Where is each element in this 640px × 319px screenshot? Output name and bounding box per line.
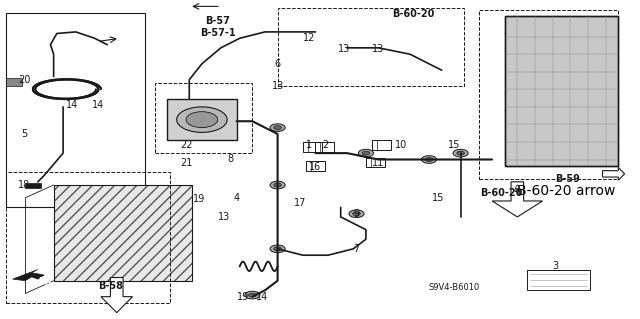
Text: 14: 14 (92, 100, 104, 110)
Text: FR.: FR. (38, 277, 56, 287)
Circle shape (270, 124, 285, 131)
Bar (155, 83, 252, 153)
Bar (372, 140, 391, 150)
Text: B-60-20: B-60-20 (481, 188, 523, 198)
Text: 7: 7 (353, 244, 360, 254)
Circle shape (186, 112, 218, 128)
Circle shape (422, 156, 436, 163)
Circle shape (248, 293, 256, 297)
Text: 4: 4 (234, 193, 239, 203)
Polygon shape (492, 182, 543, 217)
Bar (54, 185, 193, 281)
Text: 13: 13 (338, 44, 350, 55)
Bar (505, 16, 618, 166)
Text: B-60-20: B-60-20 (392, 9, 435, 19)
Circle shape (244, 291, 260, 299)
Text: 10: 10 (394, 140, 407, 150)
Circle shape (270, 181, 285, 189)
Text: 19: 19 (237, 292, 249, 302)
Text: 3: 3 (552, 261, 558, 271)
Bar (479, 10, 618, 179)
Circle shape (349, 210, 364, 218)
Polygon shape (602, 167, 625, 180)
Text: B-59: B-59 (556, 174, 580, 184)
Bar (527, 270, 590, 290)
Text: 13: 13 (372, 44, 385, 55)
Circle shape (177, 107, 227, 132)
Text: 15: 15 (448, 140, 460, 150)
Text: 12: 12 (303, 33, 316, 43)
Text: 8: 8 (227, 154, 234, 165)
Bar (278, 8, 464, 86)
Bar (6, 78, 22, 86)
Bar (303, 142, 322, 152)
Text: 1: 1 (306, 140, 312, 150)
Text: 9: 9 (353, 209, 360, 219)
Polygon shape (101, 278, 132, 313)
Text: 5: 5 (21, 129, 27, 139)
Text: B-60-20 arrow: B-60-20 arrow (517, 184, 616, 197)
Text: 13: 13 (218, 212, 230, 222)
Text: 11: 11 (372, 158, 385, 168)
Circle shape (270, 245, 285, 253)
Bar (6, 172, 170, 303)
Circle shape (453, 149, 468, 157)
Text: 19: 19 (193, 194, 205, 204)
Bar (366, 158, 385, 167)
Text: 6: 6 (275, 59, 281, 69)
Text: 22: 22 (180, 140, 193, 150)
Circle shape (457, 151, 465, 155)
Bar (54, 185, 193, 281)
Bar (505, 16, 618, 166)
Polygon shape (13, 270, 44, 281)
Text: B-57: B-57 (205, 16, 230, 26)
Circle shape (362, 151, 370, 155)
Text: B-58: B-58 (98, 280, 123, 291)
Circle shape (274, 126, 282, 130)
Bar (6, 13, 145, 207)
Circle shape (274, 247, 282, 251)
Text: 2: 2 (322, 140, 328, 150)
Text: 16: 16 (309, 162, 321, 173)
Circle shape (425, 158, 433, 161)
Text: 14: 14 (256, 292, 268, 302)
Text: 13: 13 (271, 81, 284, 91)
Circle shape (358, 149, 374, 157)
Bar (316, 142, 334, 152)
Text: 18: 18 (18, 180, 30, 190)
Text: B-57-1: B-57-1 (200, 28, 236, 39)
Bar (306, 161, 325, 171)
Text: 14: 14 (67, 100, 79, 110)
Text: 20: 20 (18, 75, 30, 85)
Bar (167, 99, 237, 140)
Text: 21: 21 (180, 158, 192, 168)
Text: 15: 15 (432, 193, 445, 203)
Text: 17: 17 (294, 197, 306, 208)
Text: S9V4-B6010: S9V4-B6010 (429, 283, 480, 292)
Circle shape (274, 183, 282, 187)
Circle shape (353, 212, 360, 216)
Bar (25, 183, 41, 188)
